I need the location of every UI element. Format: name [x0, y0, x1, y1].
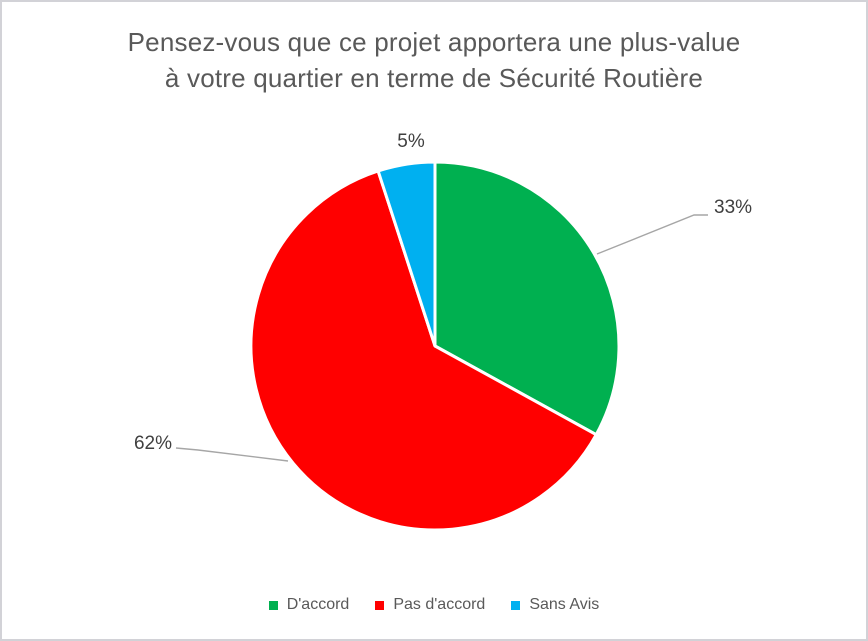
legend-label-pas-daccord: Pas d'accord	[393, 596, 486, 613]
pie-slice-sans-avis	[376, 160, 437, 348]
data-label-pas-d-accord: 62%	[134, 433, 172, 454]
legend-item-sans-avis: Sans Avis	[511, 595, 599, 615]
pie-slice-pas-d-accord	[249, 169, 598, 532]
data-label-sans-avis: 5%	[397, 131, 425, 152]
chart-title: Pensez-vous que ce projet apportera une …	[2, 24, 866, 96]
chart-legend: D'accord Pas d'accord Sans Avis	[2, 595, 866, 615]
legend-item-pas-daccord: Pas d'accord	[375, 595, 485, 615]
pie-slice-d-accord	[433, 160, 621, 437]
chart-title-line-2: à votre quartier en terme de Sécurité Ro…	[164, 63, 704, 93]
leader-line	[175, 447, 289, 462]
chart-title-line-1: Pensez-vous que ce projet apportera une …	[127, 27, 741, 57]
legend-swatch-pas-daccord	[375, 600, 385, 610]
leader-line	[596, 214, 708, 255]
legend-label-sans-avis: Sans Avis	[529, 596, 600, 613]
legend-swatch-sans-avis	[511, 600, 521, 610]
legend-item-daccord: D'accord	[268, 595, 350, 615]
legend-swatch-daccord	[268, 600, 278, 610]
data-label-d-accord: 33%	[714, 197, 752, 218]
legend-label-daccord: D'accord	[286, 596, 350, 613]
